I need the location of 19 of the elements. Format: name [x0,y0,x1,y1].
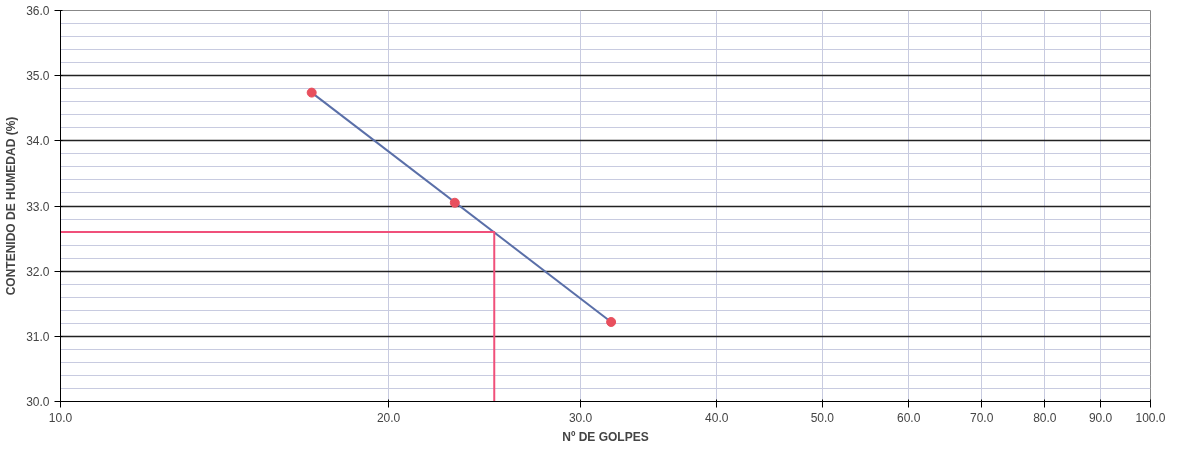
x-tick-label: 90.0 [1088,410,1113,425]
x-tick-label: 20.0 [376,410,401,425]
x-tick-label: 100.0 [1135,410,1166,425]
x-tick-label: 30.0 [568,410,593,425]
y-tick-label: 35.0 [26,69,50,84]
y-tick-label: 36.0 [26,4,50,18]
x-tick-label: 70.0 [969,410,994,425]
x-tick-label: 50.0 [810,410,835,425]
x-tick-label: 80.0 [1033,410,1057,425]
x-tick-label: 40.0 [705,410,729,425]
x-axis-title: Nº DE GOLPES [562,429,649,444]
y-tick-label: 34.0 [26,134,50,149]
y-tick-label: 31.0 [26,329,50,344]
y-tick-label: 33.0 [26,199,50,214]
y-tick-label: 30.0 [26,395,50,409]
x-tick-label: 10.0 [48,410,73,425]
y-axis-title: CONTENIDO DE HUMEDAD (%) [4,116,19,296]
y-tick-label: 32.0 [26,264,50,279]
x-tick-label: 60.0 [897,410,921,425]
